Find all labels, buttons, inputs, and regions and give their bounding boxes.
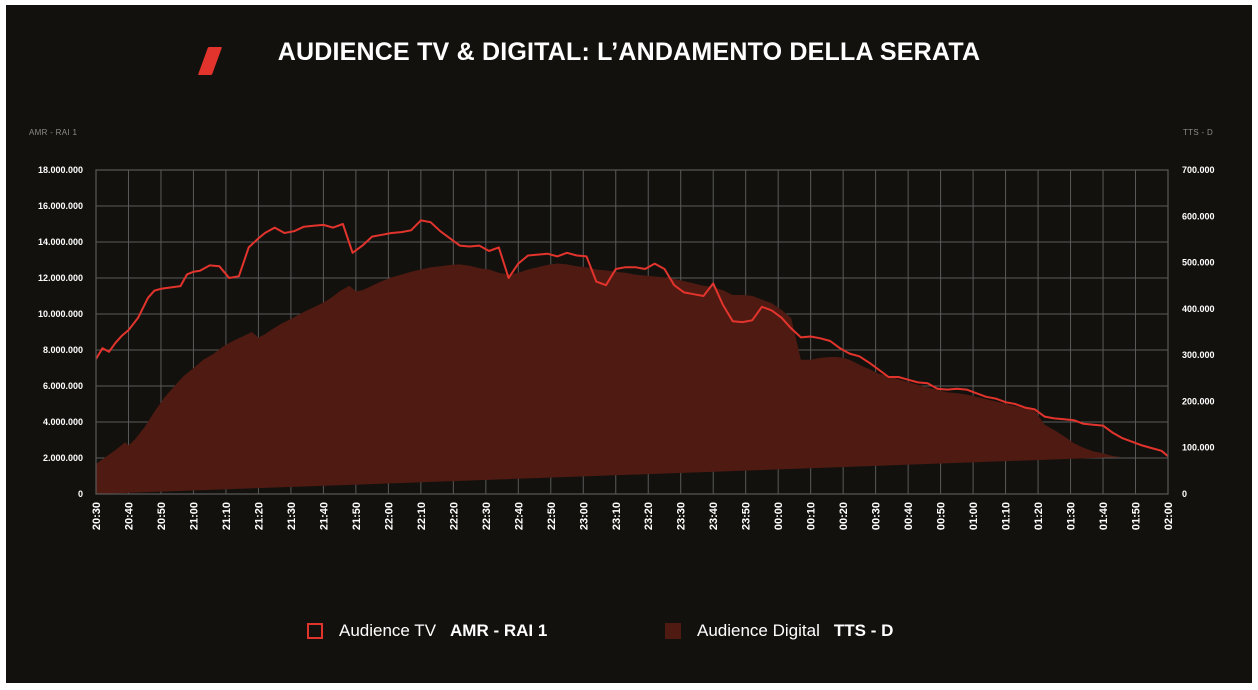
- x-tick-label: 21:20: [253, 502, 265, 530]
- legend-swatch-digital: [665, 623, 681, 639]
- x-tick-label: 21:50: [351, 502, 363, 530]
- x-tick-label: 01:50: [1131, 502, 1143, 530]
- left-tick-label: 8.000.000: [43, 345, 83, 355]
- x-tick-label: 22:30: [481, 502, 493, 530]
- x-tick-label: 23:20: [643, 502, 655, 530]
- x-tick-label: 22:20: [448, 502, 460, 530]
- left-tick-label: 6.000.000: [43, 381, 83, 391]
- x-tick-label: 01:00: [968, 502, 980, 530]
- right-tick-label: 200.000: [1182, 396, 1215, 406]
- x-tick-label: 23:00: [578, 502, 590, 530]
- left-tick-label: 0: [78, 489, 83, 499]
- x-tick-label: 00:20: [838, 502, 850, 530]
- right-tick-label: 600.000: [1182, 211, 1215, 221]
- right-tick-label: 500.000: [1182, 258, 1215, 268]
- tv-line: [95, 219, 1169, 457]
- x-tick-label: 20:40: [123, 502, 135, 530]
- right-tick-label: 400.000: [1182, 304, 1215, 314]
- x-tick-label: 21:40: [318, 502, 330, 530]
- legend-swatch-tv: [307, 623, 323, 639]
- left-tick-label: 18.000.000: [38, 165, 83, 175]
- left-tick-label: 10.000.000: [38, 309, 83, 319]
- x-tick-label: 20:50: [156, 502, 168, 530]
- legend: Audience TV AMR - RAI 1 Audience Digital…: [0, 621, 1258, 647]
- legend-label-digital: Audience Digital: [697, 621, 820, 640]
- x-tick-label: 23:50: [741, 502, 753, 530]
- left-tick-label: 4.000.000: [43, 417, 83, 427]
- x-tick-label: 23:30: [676, 502, 688, 530]
- x-tick-label: 00:40: [903, 502, 915, 530]
- x-tick-label: 23:40: [708, 502, 720, 530]
- x-tick-label: 22:40: [513, 502, 525, 530]
- right-tick-label: 700.000: [1182, 165, 1215, 175]
- chart-title: AUDIENCE TV & DIGITAL: L’ANDAMENTO DELLA…: [277, 38, 981, 66]
- legend-label-tv: Audience TV: [339, 621, 437, 640]
- x-tick-label: 01:20: [1033, 502, 1045, 530]
- x-tick-label: 00:00: [773, 502, 785, 530]
- digital-area: [96, 263, 1123, 494]
- left-tick-label: 2.000.000: [43, 453, 83, 463]
- left-tick-label: 16.000.000: [38, 201, 83, 211]
- x-tick-label: 01:10: [1001, 502, 1013, 530]
- x-tick-label: 21:30: [286, 502, 298, 530]
- x-tick-label: 01:30: [1066, 502, 1078, 530]
- x-tick-label: 00:50: [936, 502, 948, 530]
- right-tick-label: 100.000: [1182, 443, 1215, 453]
- legend-item-digital: Audience Digital TTS - D: [665, 621, 893, 641]
- legend-item-tv: Audience TV AMR - RAI 1: [307, 621, 547, 641]
- right-axis-ticks: 0 100.000 200.000 300.000 400.000 500.000 600.…: [1182, 165, 1215, 499]
- legend-series-digital: TTS - D: [833, 621, 894, 640]
- left-axis-caption: AMR - RAI 1: [29, 128, 78, 137]
- left-tick-label: 12.000.000: [38, 273, 83, 283]
- right-axis-caption: TTS - D: [1183, 128, 1214, 137]
- x-tick-label: 01:40: [1098, 502, 1110, 530]
- x-tick-label: 22:50: [546, 502, 558, 530]
- x-tick-label: 22:00: [383, 502, 395, 530]
- legend-series-tv: AMR - RAI 1: [450, 621, 548, 640]
- x-axis-ticks: 20:30 20:40 20:50 21:00 21:10 21:20 21:30 21:40…: [91, 502, 1175, 530]
- right-tick-label: 0: [1182, 489, 1187, 499]
- x-tick-label: 00:30: [871, 502, 883, 530]
- x-tick-label: 21:10: [221, 502, 233, 530]
- x-tick-label: 00:10: [806, 502, 818, 530]
- right-tick-label: 300.000: [1182, 350, 1215, 360]
- x-tick-label: 20:30: [91, 502, 103, 530]
- x-tick-label: 23:10: [611, 502, 623, 530]
- left-axis-ticks: 0 2.000.000 4.000.000 6.000.000 8.000.000 10.…: [38, 165, 83, 499]
- x-tick-label: 21:00: [188, 502, 200, 530]
- x-tick-label: 22:10: [416, 502, 428, 530]
- left-tick-label: 14.000.000: [38, 237, 83, 247]
- plot-border: [95, 169, 1169, 495]
- x-tick-label: 02:00: [1163, 502, 1175, 530]
